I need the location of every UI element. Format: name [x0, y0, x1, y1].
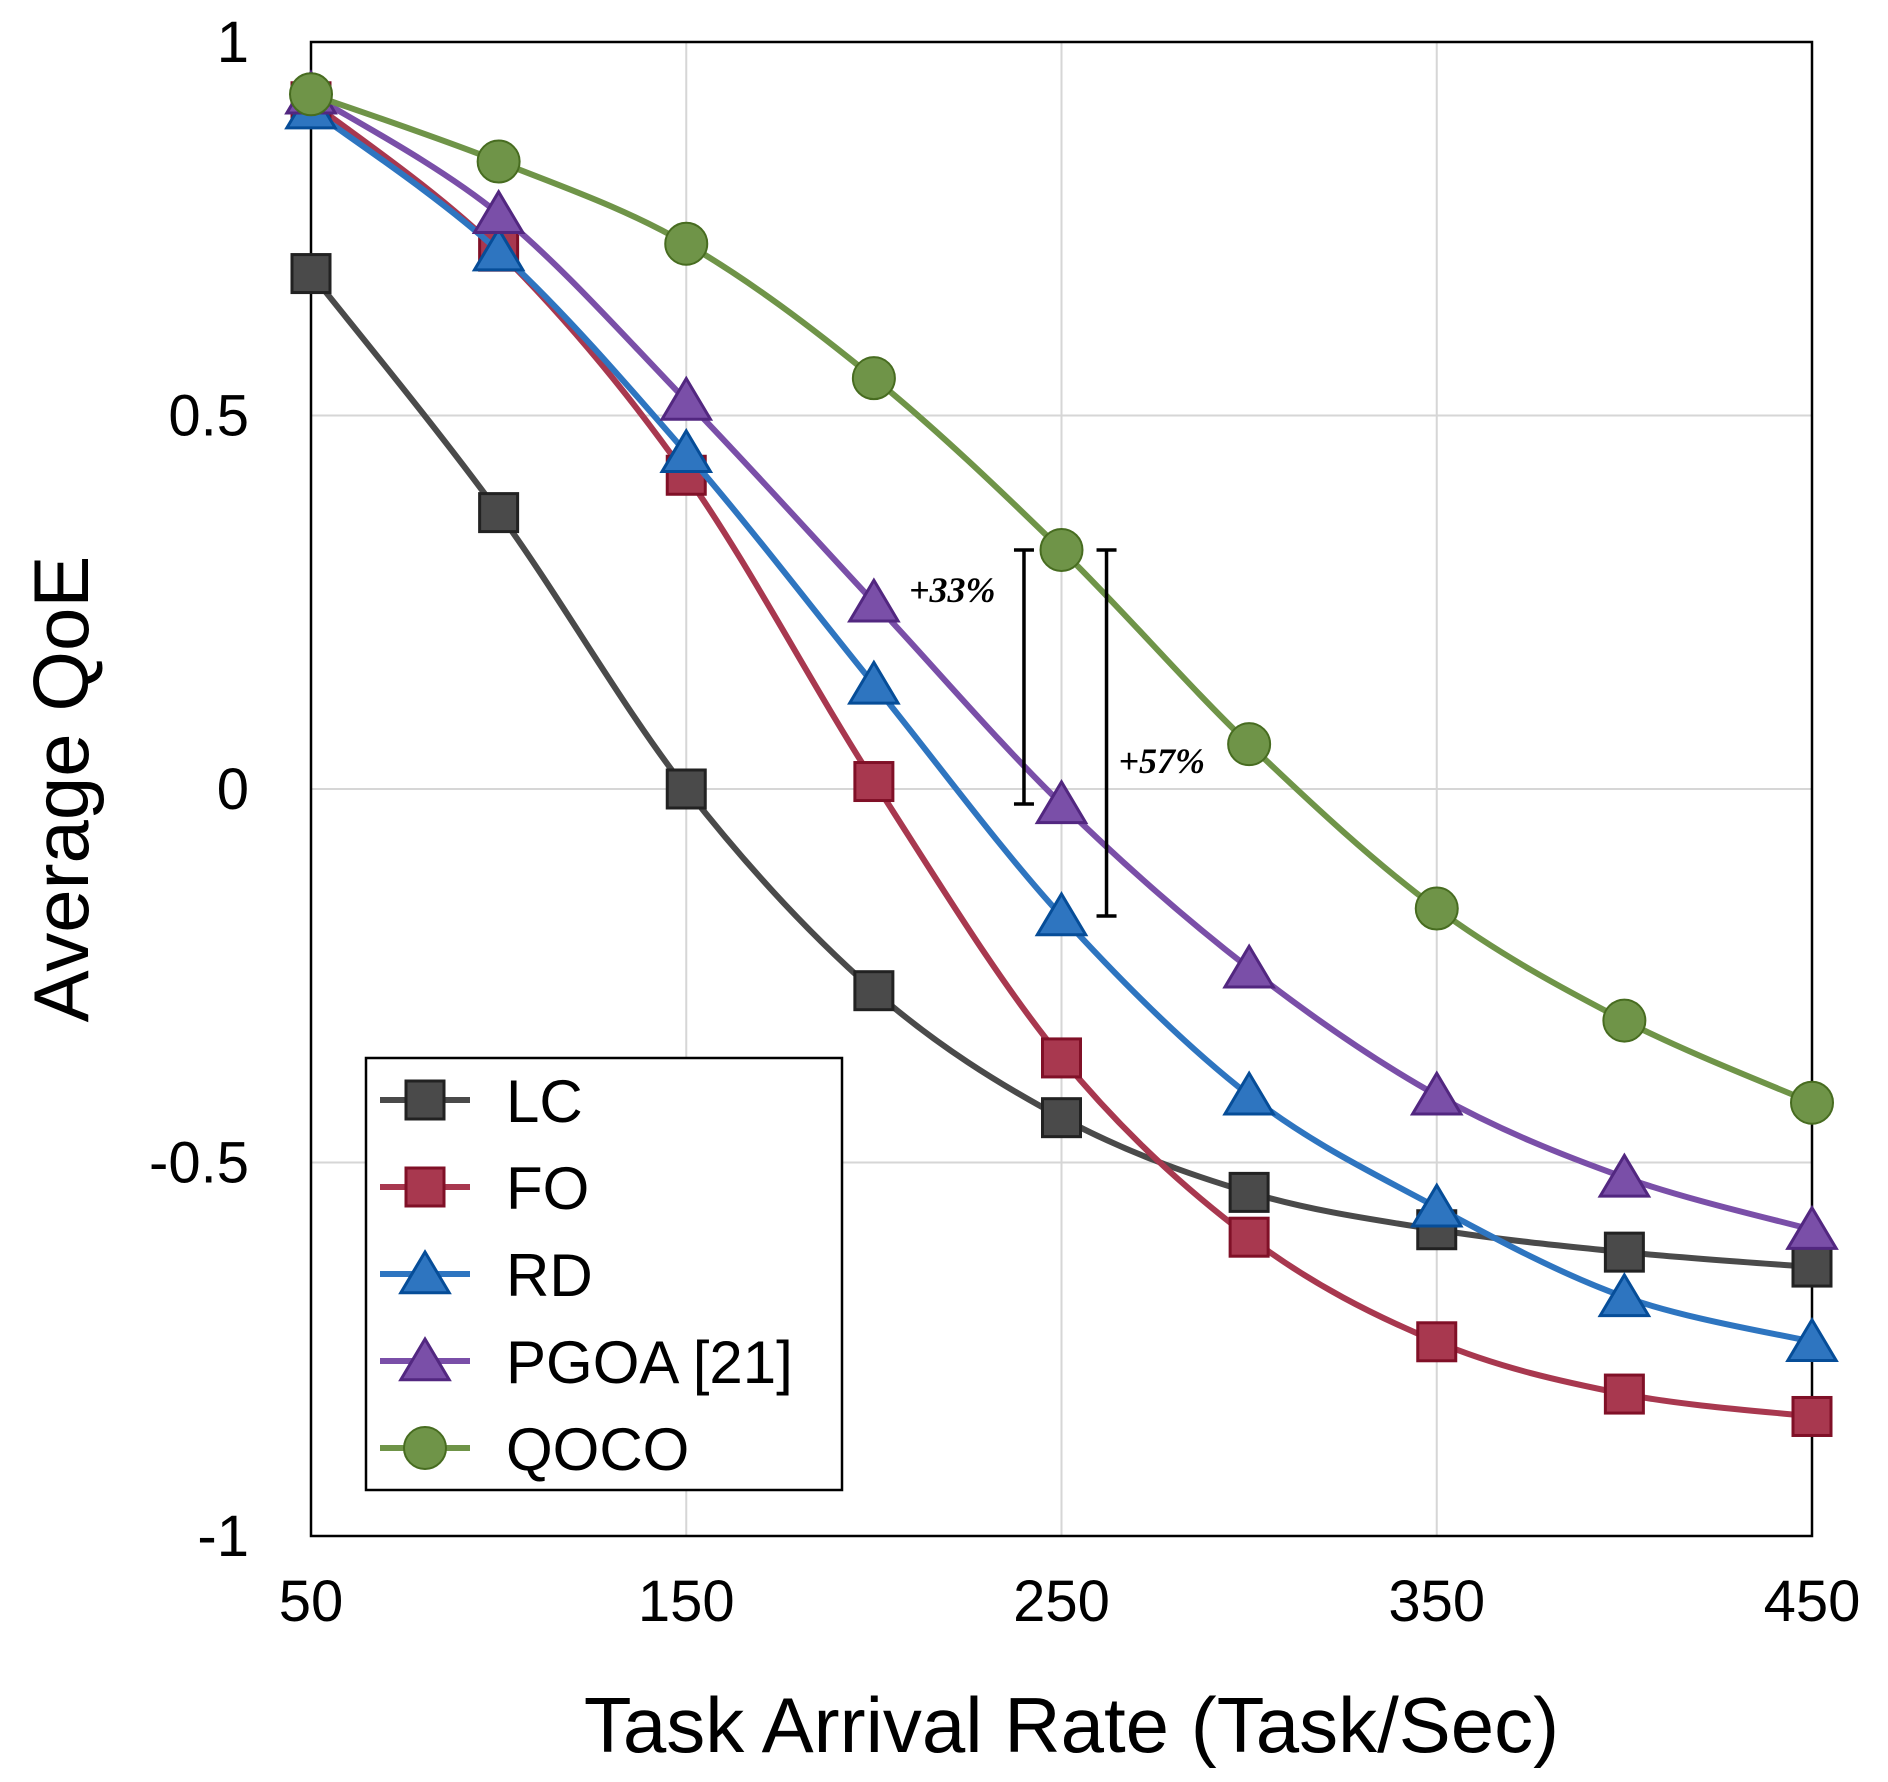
- data-point-fo: [1603, 1373, 1645, 1415]
- data-point-lc: [478, 492, 520, 534]
- data-point-rd: [1034, 891, 1089, 937]
- series-line-lc: [308, 271, 1813, 1271]
- x-axis-title: Task Arrival Rate (Task/Sec): [584, 1681, 1559, 1769]
- series-qoco: [289, 72, 1834, 1125]
- annotation-layer: +33% +57%: [909, 548, 1206, 918]
- improvement-annotation: +33%: [909, 548, 1034, 806]
- improvement-annotation: +57%: [1096, 548, 1206, 918]
- legend-marker: [398, 1249, 452, 1295]
- annotation-label: +57%: [1119, 741, 1206, 781]
- data-point-fo: [1416, 1321, 1458, 1363]
- legend-entry-fo: FO: [380, 1155, 589, 1222]
- tick-labels: 50 150 250 350 450 1 0.5 0 -0.5 -1: [149, 10, 1860, 1634]
- data-point-pgoa-21: [1222, 943, 1276, 989]
- data-point-rd: [1409, 1182, 1464, 1228]
- data-point-fo: [853, 761, 895, 803]
- legend-marker: [403, 1426, 447, 1470]
- legend-entry-lc: LC: [380, 1068, 583, 1135]
- data-point-qoco: [1602, 998, 1647, 1043]
- annotation-label: +33%: [909, 570, 996, 610]
- data-point-pgoa-21: [1409, 1070, 1464, 1116]
- data-point-rd: [659, 427, 714, 474]
- data-point-pgoa-21: [1597, 1152, 1652, 1198]
- y-tick-label: -1: [197, 1504, 249, 1569]
- data-point-qoco: [476, 139, 521, 184]
- x-tick-label: 250: [1013, 1569, 1110, 1634]
- data-point-pgoa-21: [847, 577, 901, 623]
- series-lc: [290, 253, 1833, 1288]
- y-tick-label: 0: [217, 757, 249, 822]
- data-point-pgoa-21: [1785, 1204, 1839, 1250]
- legend-label: LC: [506, 1068, 583, 1135]
- data-point-qoco: [289, 72, 333, 117]
- data-point-qoco: [1039, 527, 1084, 572]
- series-line-pgoa-21: [309, 91, 1813, 1233]
- series-line-rd: [309, 106, 1813, 1345]
- data-point-pgoa-21: [659, 375, 714, 421]
- data-point-lc: [1228, 1171, 1270, 1213]
- legend-entry-pgoa-21: PGOA [21]: [380, 1329, 793, 1396]
- y-tick-label: 0.5: [168, 384, 249, 449]
- x-tick-label: 350: [1388, 1569, 1485, 1634]
- data-point-qoco: [1790, 1080, 1834, 1125]
- data-point-rd: [847, 659, 901, 705]
- series-pgoa-21: [284, 69, 1839, 1250]
- data-point-rd: [1597, 1272, 1652, 1318]
- data-point-lc: [1791, 1246, 1833, 1288]
- legend-label: RD: [506, 1242, 593, 1309]
- data-point-fo: [1041, 1037, 1082, 1079]
- legend: LC FO RD PGOA [21] QOCO: [364, 1056, 844, 1492]
- data-point-rd: [1222, 1070, 1276, 1116]
- legend-marker: [404, 1079, 446, 1121]
- x-tick-label: 50: [279, 1569, 344, 1634]
- data-point-qoco: [851, 356, 896, 401]
- data-point-qoco: [1414, 886, 1459, 931]
- legend-label: QOCO: [506, 1416, 689, 1483]
- plot-area-frame: [309, 40, 1814, 1538]
- x-tick-label: 450: [1764, 1569, 1861, 1634]
- legend-marker: [398, 1336, 452, 1382]
- legend-marker: [404, 1166, 446, 1208]
- data-point-fo: [1228, 1216, 1270, 1258]
- data-point-lc: [1041, 1097, 1082, 1139]
- x-tick-label: 150: [638, 1569, 735, 1634]
- y-tick-label: -0.5: [149, 1131, 249, 1196]
- data-point-lc: [1603, 1231, 1645, 1273]
- data-point-qoco: [1227, 722, 1272, 767]
- data-point-rd: [1785, 1316, 1839, 1362]
- y-tick-label: 1: [217, 10, 249, 75]
- data-point-pgoa-21: [471, 188, 526, 235]
- series-layer: [284, 69, 1839, 1437]
- y-axis-title: Average QoE: [17, 556, 105, 1023]
- data-point-lc: [290, 253, 332, 295]
- data-point-lc: [665, 768, 707, 810]
- data-point-lc: [853, 970, 895, 1012]
- legend-label: FO: [506, 1155, 589, 1222]
- legend-entry-qoco: QOCO: [380, 1416, 689, 1483]
- legend-label: PGOA [21]: [506, 1329, 793, 1396]
- data-point-rd: [471, 226, 526, 272]
- data-point-qoco: [664, 221, 709, 266]
- data-point-pgoa-21: [1034, 779, 1089, 825]
- data-point-fo: [1791, 1395, 1833, 1437]
- legend-entry-rd: RD: [380, 1242, 593, 1309]
